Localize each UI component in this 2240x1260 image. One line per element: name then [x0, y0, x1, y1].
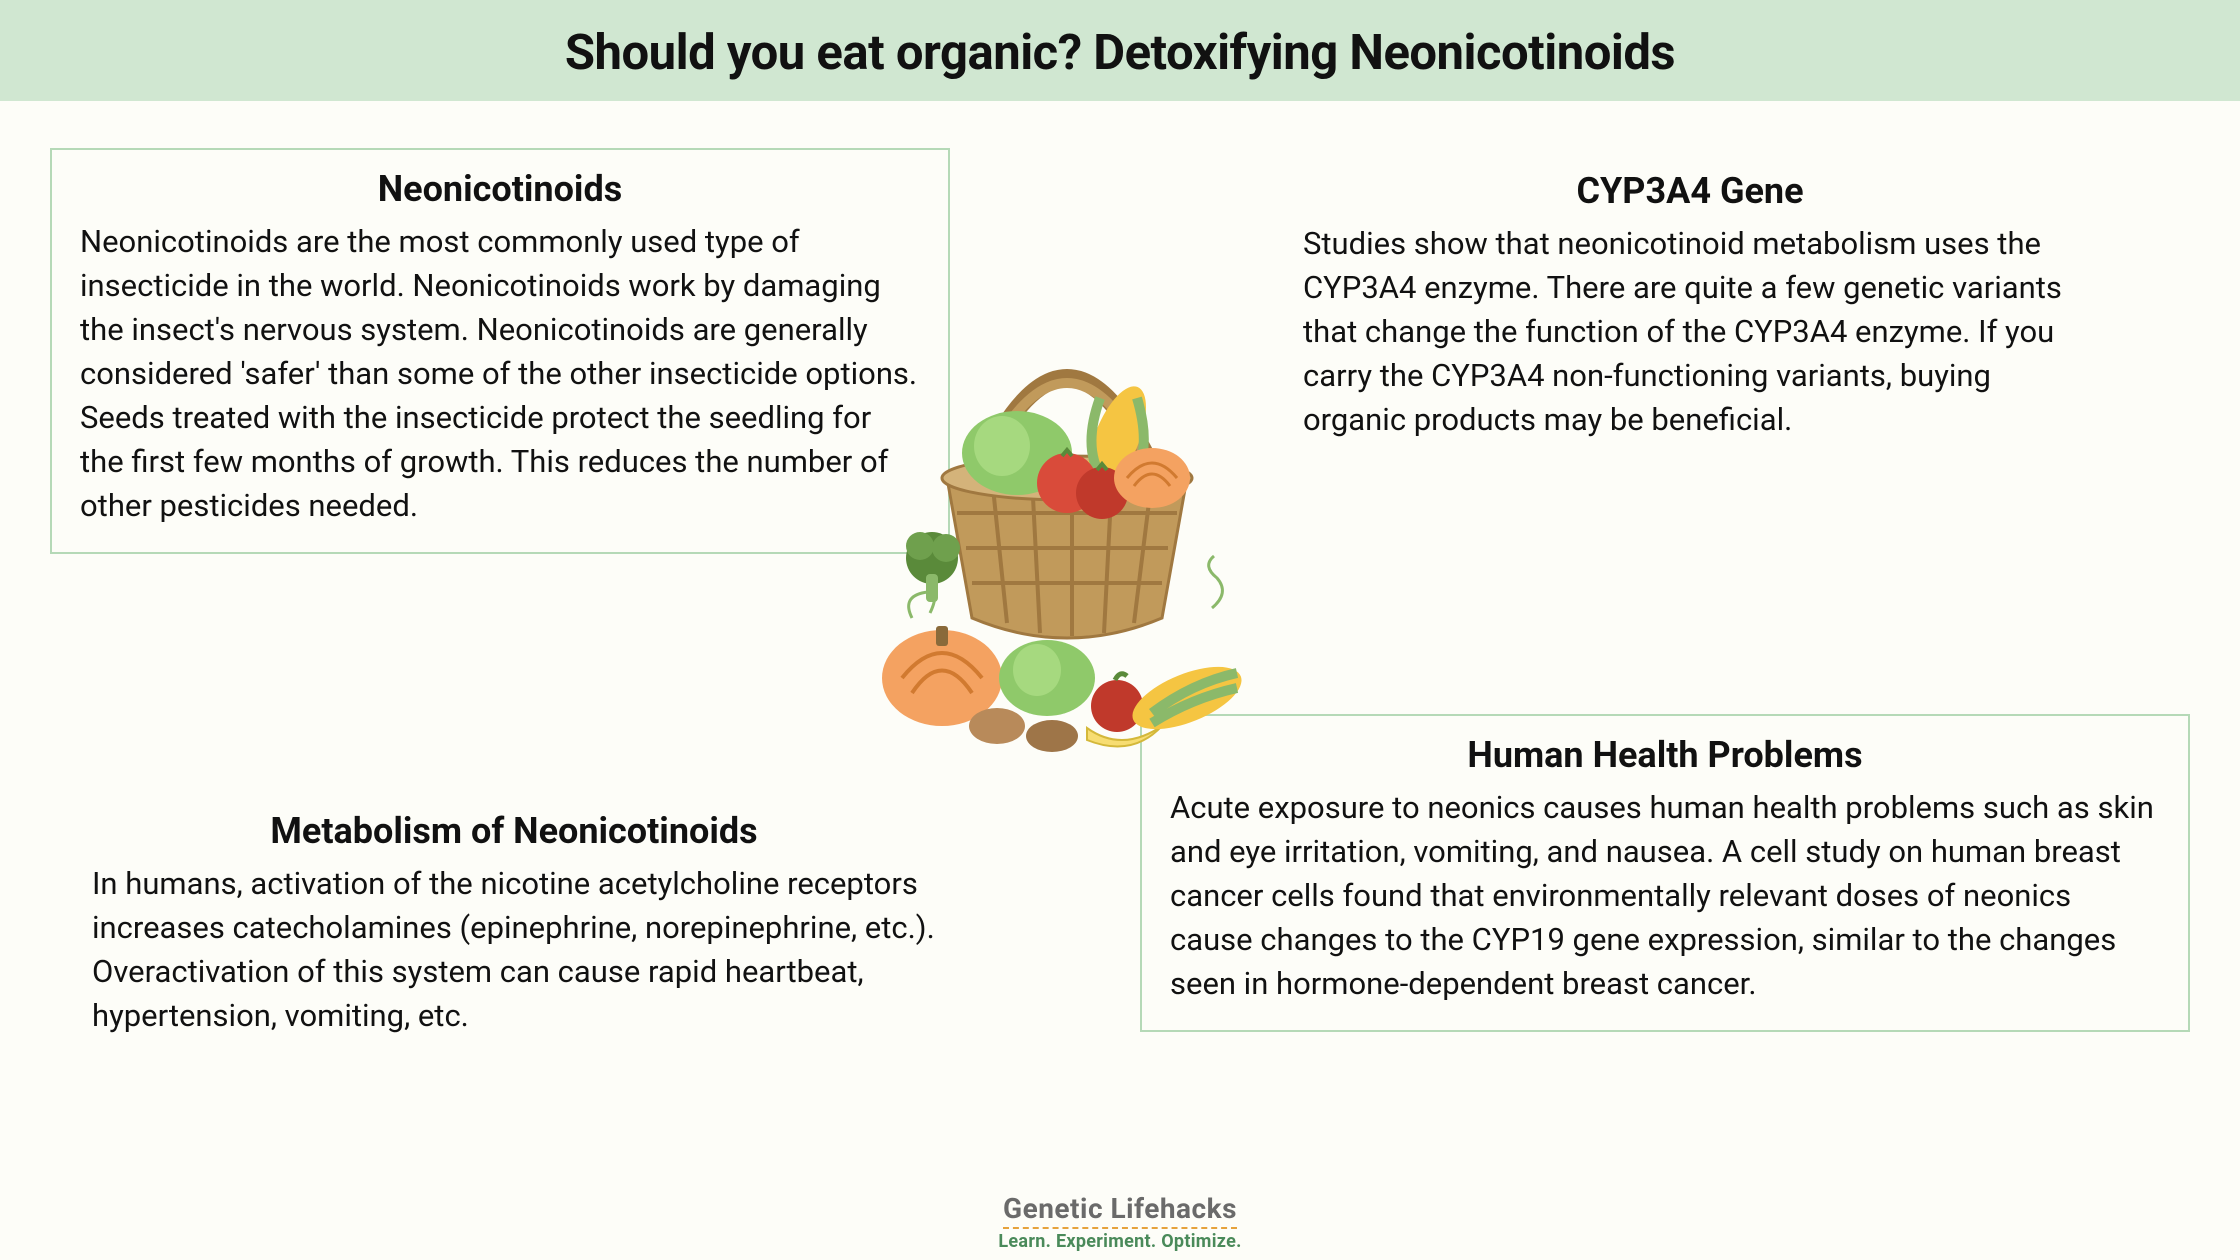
heading-health: Human Health Problems	[1170, 734, 2160, 776]
body-metabolism: In humans, activation of the nicotine ac…	[92, 862, 936, 1038]
basket-icon	[852, 278, 1282, 758]
page-title: Should you eat organic? Detoxifying Neon…	[0, 24, 2240, 81]
body-health: Acute exposure to neonics causes human h…	[1170, 786, 2160, 1006]
footer: Genetic Lifehacks Learn. Experiment. Opt…	[0, 1192, 2240, 1252]
body-cyp3a4: Studies show that neonicotinoid metaboli…	[1303, 222, 2077, 442]
heading-neonicotinoids: Neonicotinoids	[80, 168, 920, 210]
box-neonicotinoids: Neonicotinoids Neonicotinoids are the mo…	[50, 148, 950, 554]
vegetable-basket-illustration	[852, 278, 1282, 758]
title-band: Should you eat organic? Detoxifying Neon…	[0, 0, 2240, 101]
box-metabolism: Metabolism of Neonicotinoids In humans, …	[64, 792, 964, 1062]
heading-metabolism: Metabolism of Neonicotinoids	[92, 810, 936, 852]
heading-cyp3a4: CYP3A4 Gene	[1303, 170, 2077, 212]
box-cyp3a4: CYP3A4 Gene Studies show that neonicotin…	[1275, 152, 2105, 466]
footer-brand: Genetic Lifehacks	[1003, 1192, 1237, 1229]
body-neonicotinoids: Neonicotinoids are the most commonly use…	[80, 220, 920, 528]
footer-tagline: Learn. Experiment. Optimize.	[0, 1231, 2240, 1252]
box-health: Human Health Problems Acute exposure to …	[1140, 714, 2190, 1032]
